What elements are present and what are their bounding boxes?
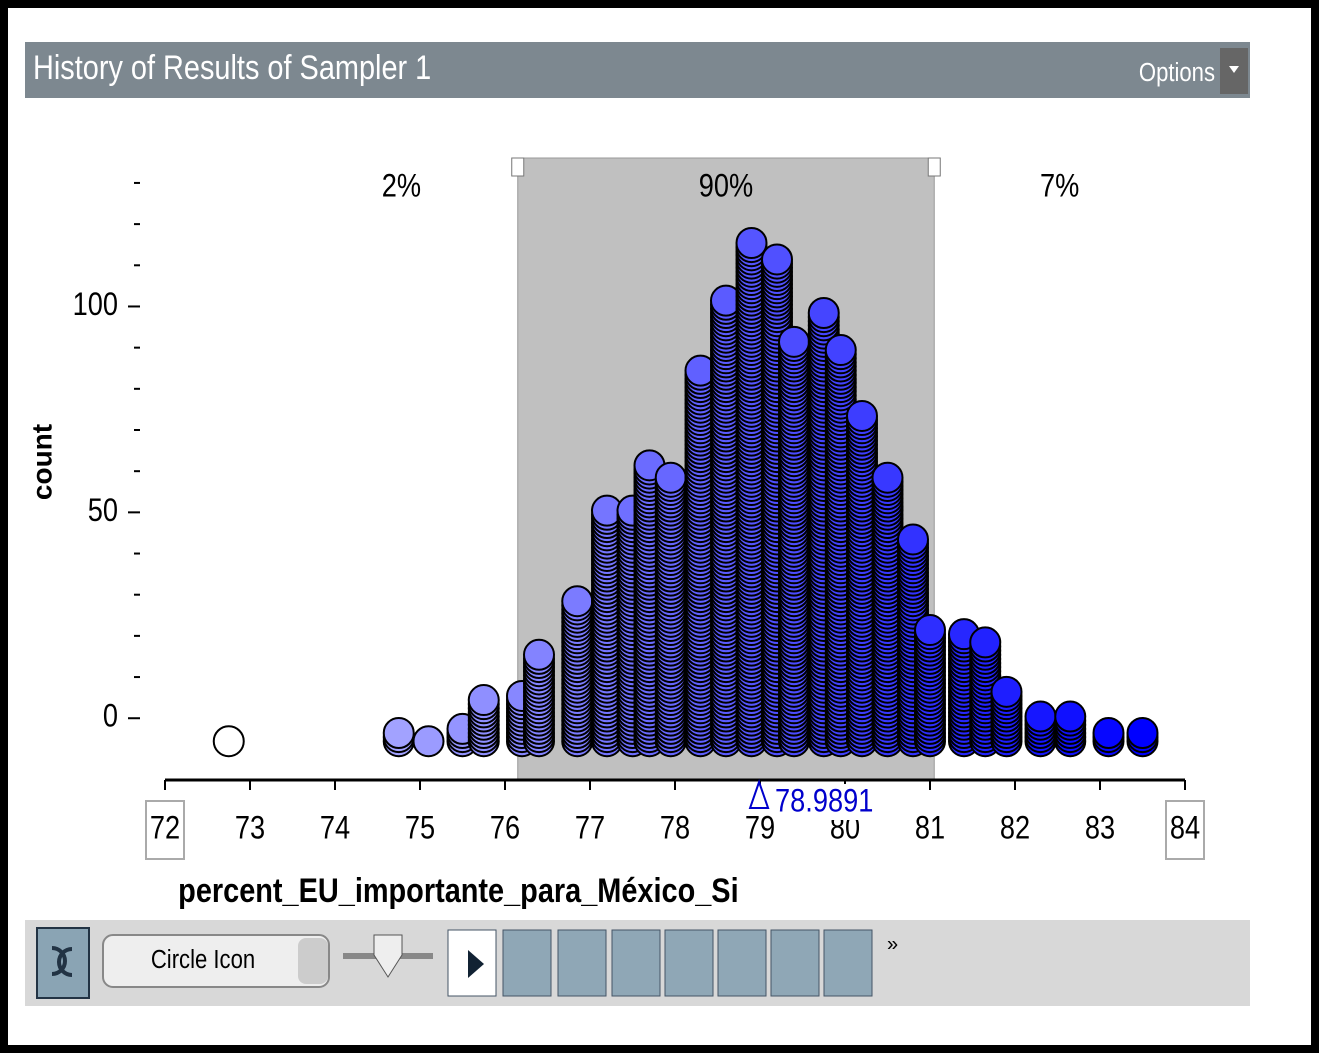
region-percent: 2%: [382, 168, 421, 204]
tool-button[interactable]: [502, 929, 552, 997]
region-percent: 90%: [699, 168, 753, 204]
dot: [654, 461, 687, 494]
axis-bound-box: [145, 800, 185, 860]
dot: [382, 717, 415, 749]
y-axis-title: count: [26, 424, 57, 500]
tool-button[interactable]: [557, 929, 607, 997]
dot: [824, 334, 857, 367]
dot: [561, 585, 594, 618]
title-bar: [25, 42, 1250, 98]
dot: [871, 461, 904, 494]
x-tick-label: 81: [915, 810, 945, 846]
y-tick-label: 50: [88, 493, 118, 529]
refresh-icon: [51, 946, 73, 977]
dot: [914, 614, 946, 647]
x-tick-label: 78: [660, 810, 690, 846]
dot: [467, 684, 500, 717]
tool-button[interactable]: [664, 929, 714, 997]
slider-thumb[interactable]: [373, 934, 403, 978]
tool-button[interactable]: [611, 929, 661, 997]
shape-menu-label: Circle Icon: [151, 945, 255, 974]
divider-handle: [927, 157, 941, 177]
options-arrow: [1229, 66, 1239, 73]
dot: [846, 399, 878, 432]
dot: [990, 675, 1023, 708]
panel-title: History of Results of Sampler 1: [33, 48, 431, 87]
tool-buttons: [447, 929, 873, 997]
menu-stepper[interactable]: [298, 938, 328, 984]
y-tick-label: 100: [73, 287, 118, 323]
dot: [735, 227, 768, 259]
dot: [412, 725, 445, 758]
reference-marker: [748, 778, 770, 809]
x-tick-label: 74: [320, 810, 350, 846]
dot: [778, 325, 810, 358]
dot: [1092, 717, 1125, 749]
region-percent: 7%: [1040, 168, 1079, 204]
pointer-icon: [468, 950, 484, 978]
x-tick-label: 83: [1085, 810, 1115, 846]
more-tools[interactable]: »: [887, 933, 898, 955]
tool-button[interactable]: [770, 929, 820, 997]
dot: [1054, 700, 1087, 733]
shape-menu[interactable]: [102, 934, 330, 988]
x-tick-label: 73: [235, 810, 265, 846]
dot: [761, 243, 793, 276]
x-tick-label: 75: [405, 810, 435, 846]
dot: [523, 638, 555, 671]
options-menu[interactable]: Options: [1139, 58, 1215, 87]
divider-handle: [511, 157, 525, 177]
reference-label: 78.9891: [775, 783, 873, 819]
x-tick-label: 72: [150, 810, 180, 846]
dot: [212, 725, 245, 758]
dot: [1024, 700, 1057, 733]
reference-bg: [773, 784, 874, 820]
x-tick-label: 79: [745, 810, 775, 846]
tool-button[interactable]: [823, 929, 873, 997]
dot: [969, 626, 1002, 659]
x-tick-label: 82: [1000, 810, 1030, 846]
axis-bound-box: [1165, 800, 1205, 860]
dot: [1126, 717, 1159, 749]
dot: [807, 297, 840, 329]
tool-button[interactable]: [717, 929, 767, 997]
dot: [897, 523, 929, 556]
y-tick-label: 0: [103, 699, 118, 735]
x-tick-label: 76: [490, 810, 520, 846]
x-tick-label: 77: [575, 810, 605, 846]
x-axis-title: percent_EU_importante_para_México_Si: [178, 871, 738, 910]
x-tick-label: 84: [1170, 810, 1200, 846]
